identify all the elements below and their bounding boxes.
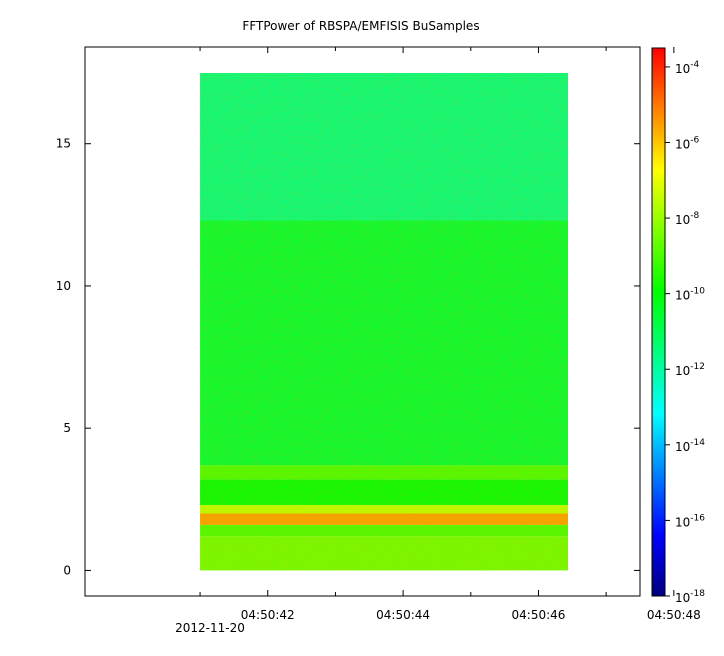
x-tick-label: 04:50:46 [512,608,566,622]
spectrogram-noise [200,73,568,571]
colorbar-tick-label: 10-12 [675,362,705,378]
colorbar-tick-label: 10-10 [675,287,705,303]
colorbar [651,47,666,597]
x-tick-label: 04:50:44 [376,608,430,622]
y-axis: 0 5 10 15 [56,137,640,577]
colorbar-tick-label: 10-14 [675,438,705,454]
y-tick-label: 10 [56,279,71,293]
spectrogram-band-texture [200,504,568,514]
x-date-label: 2012-11-20 [175,621,245,635]
colorbar-tick-label: 10-18 [675,589,705,605]
colorbar-tick-label: 10-4 [675,60,700,76]
spectrogram-band-texture [200,73,568,221]
spectrogram-band-texture [200,536,568,571]
spectrogram-band-texture [200,465,568,480]
x-tick-label: 04:50:48 [647,608,701,622]
y-tick-label: 15 [56,137,71,151]
spectrogram-band-texture [200,524,568,537]
y-tick-label: 5 [63,421,71,435]
colorbar-tick-label: 10-16 [675,513,705,529]
x-tick-label: 04:50:42 [241,608,295,622]
spectrogram-band-texture [200,513,568,525]
spectrogram-band-texture [200,220,568,466]
chart-title: FFTPower of RBSPA/EMFISIS BuSamples [242,19,479,33]
colorbar-axis: 10-4 10-6 10-8 10-10 10-12 10-14 10-16 10-18 [665,60,705,605]
colorbar-tick-label: 10-6 [675,135,700,151]
y-tick-label: 0 [63,563,71,577]
x-axis: 04:50:42 04:50:44 04:50:46 04:50:48 [199,47,701,622]
spectrogram-band-texture [200,479,568,505]
colorbar-tick-label: 10-8 [675,211,700,227]
